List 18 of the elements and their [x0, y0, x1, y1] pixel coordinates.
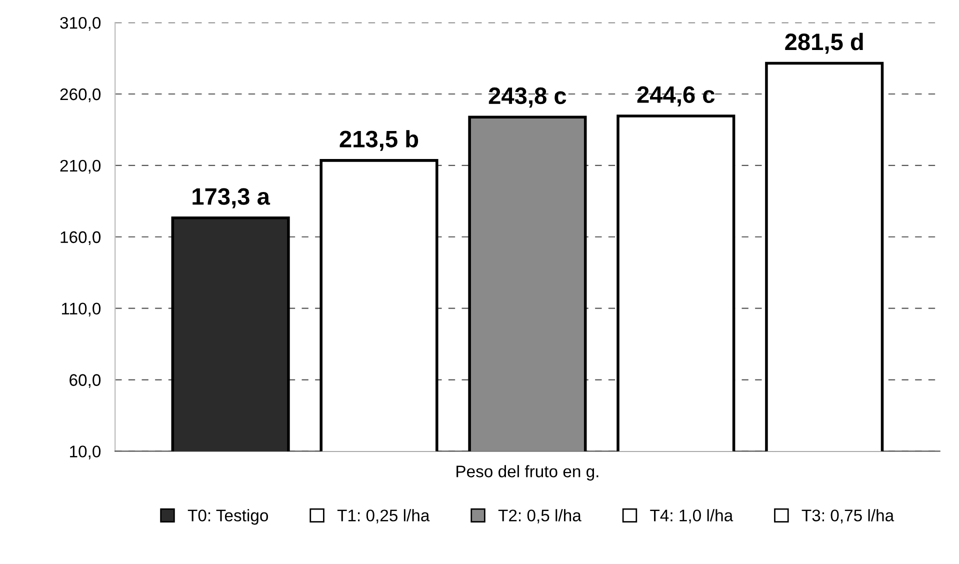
- data-label: 281,5 d: [785, 32, 863, 54]
- legend-label: T3: 0,75 l/ha: [802, 509, 894, 524]
- y-tick-label: 10,0: [70, 446, 101, 460]
- y-tick-label: 260,0: [60, 88, 101, 102]
- data-label: 244,6 c: [637, 86, 715, 106]
- y-tick-label: 210,0: [60, 160, 101, 174]
- data-label: 243,8 c: [488, 87, 566, 108]
- data-label: 173,3 a: [192, 188, 270, 208]
- legend-label: T4: 1,0 l/ha: [650, 509, 734, 524]
- legend-label: T2: 0,5 l/ha: [498, 509, 582, 524]
- legend-label: T1: 0,25 l/ha: [337, 509, 430, 524]
- y-tick-label: 160,0: [60, 231, 101, 246]
- y-tick-label: 60,0: [70, 374, 101, 388]
- data-label: 213,5 b: [340, 130, 418, 151]
- y-tick-label: 310,0: [60, 16, 101, 31]
- x-tick-label: Peso del fruto en g.: [456, 465, 598, 481]
- y-tick-label: 110,0: [62, 302, 101, 316]
- legend-label: T0: Testigo: [188, 509, 268, 525]
